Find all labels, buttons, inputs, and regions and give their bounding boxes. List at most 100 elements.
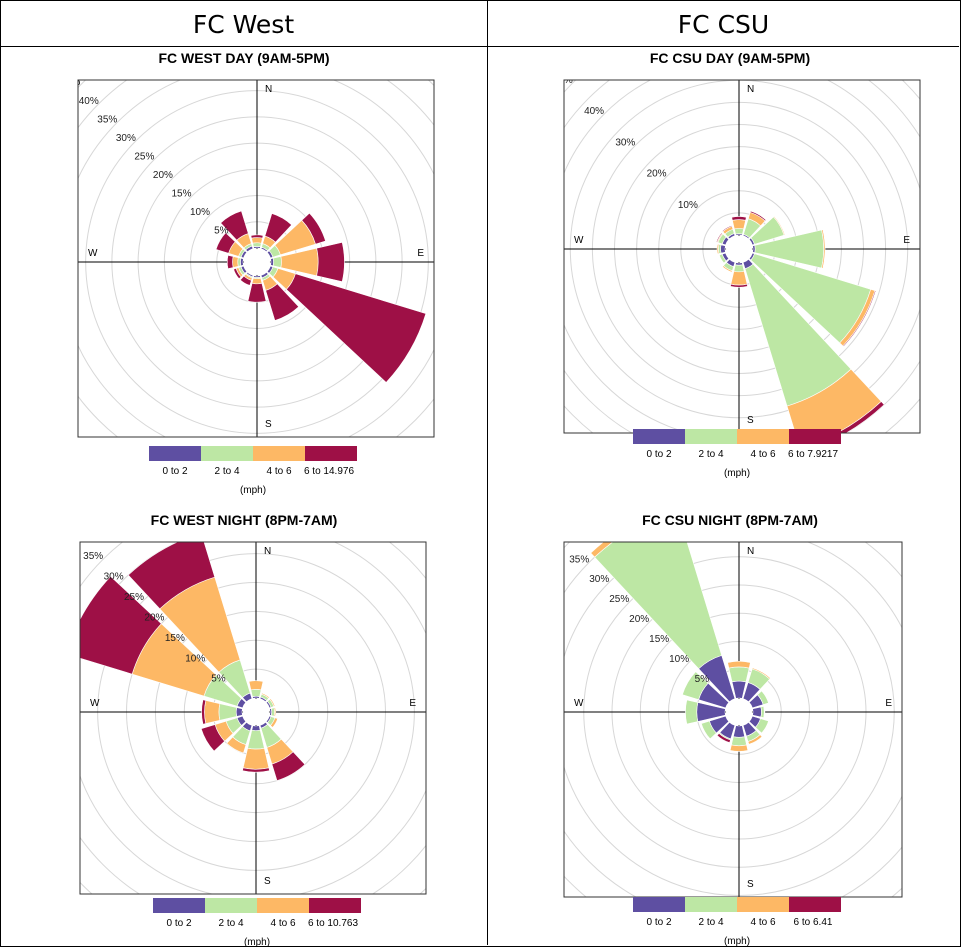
ring-label: 10% [185,653,205,664]
rose-wedge [242,747,270,770]
ring-label: 20% [144,612,164,623]
compass-label-s: S [265,419,272,430]
legend-unit: (mph) [724,468,750,479]
rose-wedge [215,232,236,254]
legend-swatch [205,898,257,913]
rose-wedge [733,264,745,273]
legend-label: 0 to 2 [646,449,671,460]
rose-wedge [731,736,747,747]
rose-wedge [264,213,293,243]
column-header-fc-west: FC West [192,10,295,39]
ring-label: 40% [584,106,604,117]
ring-label: 0% [68,531,83,542]
legend-label: 0 to 2 [166,918,191,929]
rose-wedge [247,729,265,750]
rose-wedge [720,244,726,254]
legend-swatch [253,446,305,461]
rose-wedge [251,237,263,244]
rose-wedge [733,228,745,235]
rose-wedge [285,273,427,383]
rose-wedge [242,767,270,773]
plot-area: 5% 10%15%20%25%30%35%0% [68,531,426,894]
rose-wedge [715,232,723,243]
ring-label: 30% [615,137,635,148]
ring-label: 40% [79,96,99,107]
legend-label: 6 to 7.9217 [788,449,838,460]
ring-label: 10% [190,207,210,218]
rose-wedge [721,225,733,233]
legend-label: 6 to 6.41 [794,917,833,928]
rose-wedge [247,282,267,303]
legend-swatch [201,446,253,461]
plot-area: 5% 10% 15% 20% 25% 30% 35% 40% 45%% [60,77,434,437]
compass-label-e: E [417,248,424,259]
rose-wedge [218,703,238,721]
ring-label: 35% [97,114,117,125]
rose-wedge [269,698,276,707]
rose-wedge [204,700,221,724]
rose-wedge [761,720,770,734]
ring-label: % [71,77,80,88]
legend-label: 2 to 4 [698,449,723,460]
legend-swatch [305,446,357,461]
compass-label-e: E [903,235,910,246]
chart-title: FC CSU NIGHT (8PM-7AM) [642,512,818,528]
ring-label: 15% [165,633,185,644]
ring-label: 40% [549,534,569,545]
plot-area: 5% 10%15%20%25%30%35%40% [549,534,902,897]
rose-wedge [821,229,826,269]
rose-wedge [761,690,770,704]
legend-swatch [257,898,309,913]
legend-label: 2 to 4 [698,917,723,928]
ring-label: 5% [211,674,226,685]
rose-wedge [716,732,731,744]
rose-wedge [251,277,263,285]
column-header-fc-csu: FC CSU [677,10,770,39]
legend-swatch [685,897,737,912]
rose-wedge [749,210,767,222]
ring-label: 10% [669,654,689,665]
rose-wedge [261,692,270,699]
legend-swatch [309,898,361,913]
legend-label: 0 to 2 [646,917,671,928]
legend-label: 6 to 14.976 [304,466,354,477]
calm-center [243,699,269,725]
compass-label-n: N [264,546,271,557]
rose-wedge [685,699,699,725]
legend-label: 4 to 6 [750,917,775,928]
plot-border [77,79,435,438]
compass-label-n: N [265,84,272,95]
legend-label: 4 to 6 [750,449,775,460]
rose-wedge [220,210,249,241]
ring-label: 5% [695,674,710,685]
ring-label: 45% [60,77,80,88]
rose-wedge [718,254,725,264]
rose-wedge [731,216,747,221]
legend-swatch [789,897,841,912]
ring-label: 20% [153,170,173,181]
legend-swatch [149,446,201,461]
rose-wedge [251,725,261,731]
ring-label: 20% [629,614,649,625]
legend-swatch [153,898,205,913]
column-divider [487,0,488,945]
rose-wedge [273,707,277,717]
rose-wedge [729,744,749,752]
rose-wedge [248,680,264,691]
ring-label: 25% [609,594,629,605]
calm-center [726,699,752,725]
rose-wedge [842,290,877,347]
ring-label: 5% [214,226,229,237]
rose-wedge [747,734,763,745]
rose-wedge [730,270,748,286]
rose-wedge [233,268,242,280]
ring-label: 15% [649,634,669,645]
compass-label-s: S [264,876,271,887]
rose-wedge [201,699,207,725]
chart-title: FC WEST NIGHT (8PM-7AM) [150,512,338,528]
compass-label-w: W [574,698,584,709]
compass-label-w: W [88,248,98,259]
rose-wedge [80,575,162,675]
compass-label-n: N [747,546,754,557]
legend-swatch [685,429,737,444]
